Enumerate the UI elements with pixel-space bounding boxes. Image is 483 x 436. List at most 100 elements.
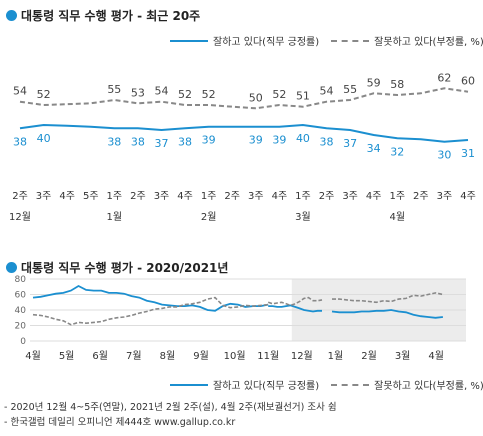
legend-positive-label: 잘하고 있다(직무 긍정률) [213, 37, 320, 48]
month-label: 4월 [389, 211, 405, 223]
positive-data-label: 40 [37, 132, 51, 145]
footnote-line-2: - 한국갤럽 데일리 오피니언 제444호 www.gallup.co.kr [4, 417, 236, 428]
positive-data-label: 30 [437, 149, 451, 162]
x-month-label: 11월 [257, 350, 279, 362]
positive-data-label: 38 [320, 135, 334, 148]
negative-data-label: 52 [272, 88, 286, 101]
positive-data-label: 37 [343, 137, 357, 150]
x-month-label: 10월 [224, 350, 246, 362]
negative-series-line [267, 296, 323, 307]
positive-data-label: 37 [154, 137, 168, 150]
positive-series-line [32, 284, 269, 312]
x-tick-label: 3주 [248, 191, 264, 202]
y-tick-label: 40 [15, 306, 27, 316]
chart-title-recent-text: 대통령 직무 수행 평가 - 최근 20주 [21, 9, 201, 23]
x-tick-label: 5주 [83, 191, 99, 202]
x-tick-label: 4주 [59, 191, 75, 202]
month-label: 1월 [107, 211, 123, 223]
positive-data-label: 40 [296, 132, 310, 145]
negative-data-label: 60 [461, 75, 475, 88]
negative-data-label: 52 [178, 88, 192, 101]
x-tick-label: 4주 [272, 191, 288, 202]
positive-data-label: 39 [272, 134, 286, 147]
negative-series-line [19, 87, 469, 110]
chart-title-yearly-text: 대통령 직무 수행 평가 - 2020/2021년 [21, 261, 229, 275]
month-label: 2월 [201, 211, 217, 223]
x-month-label: 8월 [160, 350, 176, 362]
y-tick-label: 20 [15, 322, 27, 332]
x-month-label: 12월 [291, 350, 313, 362]
x-month-label: 4월 [428, 350, 444, 362]
negative-series-line [332, 292, 444, 304]
negative-data-label: 54 [320, 85, 334, 98]
y-tick-label: 80 [15, 275, 27, 285]
positive-data-label: 38 [13, 135, 27, 148]
x-tick-label: 2주 [12, 191, 28, 202]
footnote: - 2020년 12월 4~5주(연말), 2021년 2월 2주(설), 4월… [4, 400, 337, 430]
negative-data-label: 52 [37, 88, 51, 101]
positive-series-line [331, 309, 443, 319]
negative-data-label: 55 [343, 83, 357, 96]
negative-data-label: 54 [154, 85, 168, 98]
legend-positive-swatch [170, 39, 208, 42]
x-month-label: 6월 [92, 350, 108, 362]
legend-negative-swatch [331, 39, 370, 42]
negative-data-label: 53 [131, 86, 145, 99]
x-tick-label: 2주 [130, 191, 146, 202]
x-tick-label: 1주 [201, 191, 217, 202]
positive-data-label: 32 [390, 145, 404, 158]
positive-data-label: 34 [367, 142, 381, 155]
x-tick-label: 2주 [413, 191, 429, 202]
legend-top: 잘하고 있다(직무 긍정률) 잘못하고 있다(부정률, %) [170, 33, 483, 48]
x-month-label: 3월 [395, 350, 411, 362]
legend-negative-label: 잘못하고 있다(부정률, %) [374, 37, 483, 48]
positive-data-label: 38 [107, 135, 121, 148]
month-label: 3월 [295, 211, 311, 223]
negative-data-label: 58 [390, 78, 404, 91]
x-month-label: 2월 [361, 350, 377, 362]
x-tick-label: 2주 [224, 191, 240, 202]
negative-data-label: 51 [296, 90, 310, 103]
x-month-label: 7월 [126, 350, 142, 362]
negative-data-label: 59 [367, 76, 381, 89]
x-month-label: 1월 [328, 350, 344, 362]
footnote-line-1: - 2020년 12월 4~5주(연말), 2021년 2월 2주(설), 4월… [4, 402, 337, 413]
positive-data-label: 39 [249, 134, 263, 147]
legend-negative-label: 잘못하고 있다(부정률, %) [374, 381, 483, 392]
legend-negative-swatch [331, 383, 370, 386]
chart-title-yearly: 대통령 직무 수행 평가 - 2020/2021년 [6, 259, 228, 276]
negative-data-label: 50 [249, 91, 263, 104]
positive-data-label: 38 [178, 135, 192, 148]
chart-recent-20-weeks: 38 40 38 38 37 38 39 39 39 40 38 37 34 32 30 31 54 52 55 53… [9, 71, 476, 223]
x-tick-label: 4주 [460, 191, 476, 202]
y-tick-label: 0 [20, 337, 26, 347]
x-tick-label: 3주 [342, 191, 358, 202]
legend-positive-swatch [170, 383, 208, 386]
x-month-label: 9월 [193, 350, 209, 362]
legend-positive-label: 잘하고 있다(직무 긍정률) [213, 381, 320, 392]
x-tick-label: 2주 [319, 191, 335, 202]
positive-data-label: 31 [461, 147, 475, 160]
negative-data-label: 62 [437, 71, 451, 84]
y-tick-label: 60 [15, 291, 27, 301]
positive-series-line [19, 123, 469, 143]
x-tick-label: 1주 [107, 191, 123, 202]
negative-data-label: 54 [13, 85, 27, 98]
x-month-label: 5월 [59, 350, 75, 362]
x-month-label: 4월 [25, 350, 41, 362]
positive-data-label: 39 [202, 134, 216, 147]
title-bullet-icon [6, 262, 17, 273]
x-tick-label: 1주 [295, 191, 311, 202]
chart-title-recent: 대통령 직무 수행 평가 - 최근 20주 [6, 7, 200, 24]
legend-negative: 잘못하고 있다(부정률, %) [331, 377, 483, 392]
legend-positive: 잘하고 있다(직무 긍정률) [170, 33, 319, 48]
x-tick-label: 3주 [437, 191, 453, 202]
negative-data-label: 55 [107, 83, 121, 96]
negative-data-label: 52 [202, 88, 216, 101]
title-bullet-icon [6, 10, 17, 21]
x-tick-label: 3주 [154, 191, 170, 202]
x-tick-label: 4주 [366, 191, 382, 202]
legend-negative: 잘못하고 있다(부정률, %) [331, 33, 483, 48]
x-tick-label: 4주 [177, 191, 193, 202]
legend-bottom: 잘하고 있다(직무 긍정률) 잘못하고 있다(부정률, %) [170, 377, 483, 392]
